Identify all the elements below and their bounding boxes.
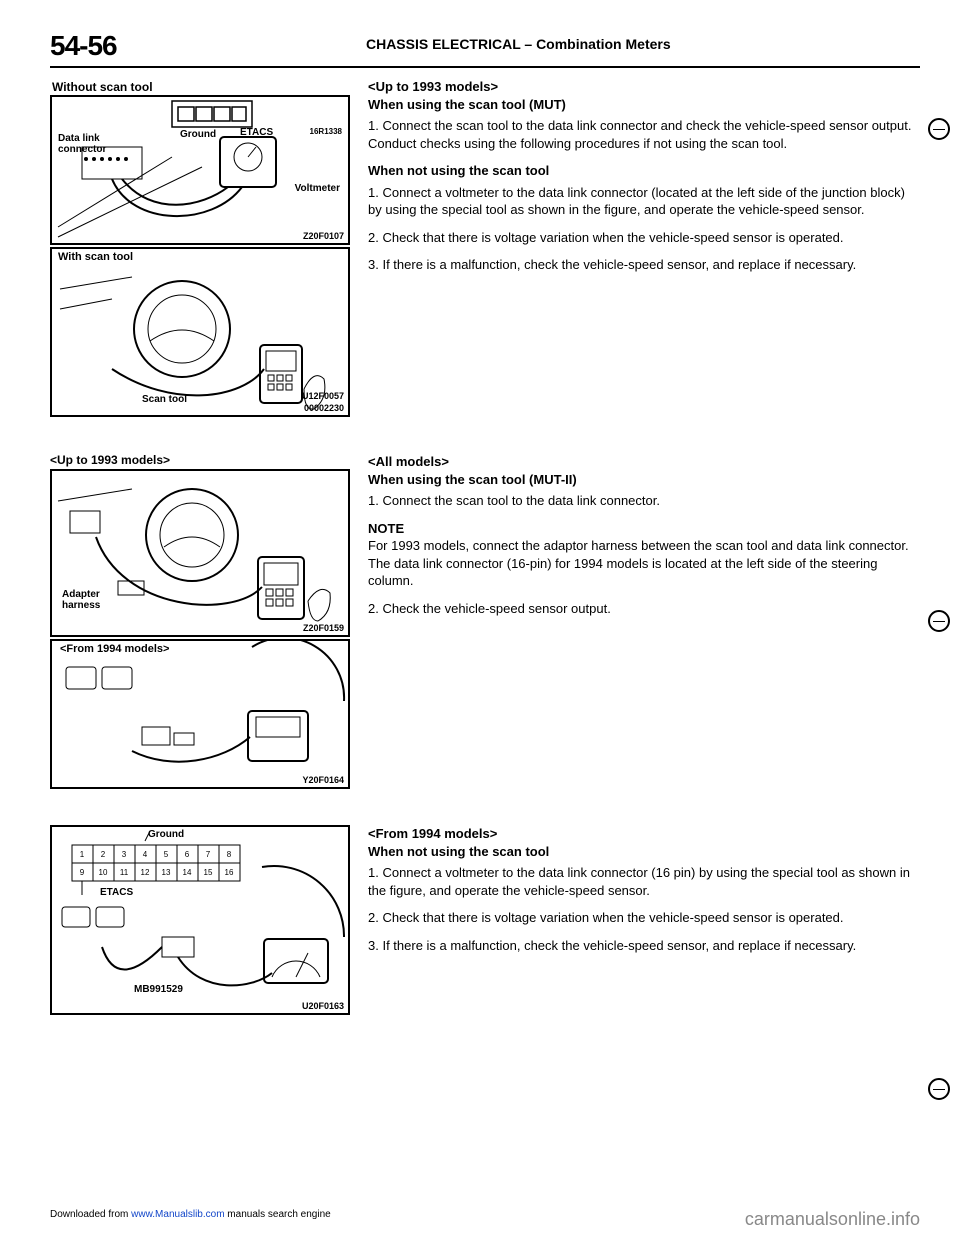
figure-column-2: <Up to 1993 models> Adapte <box>50 453 350 791</box>
fig5-etacs-label: ETACS <box>100 887 133 898</box>
b3-p2: 2. Check that there is voltage variation… <box>368 909 920 927</box>
fig2-scantool-label: Scan tool <box>142 394 187 405</box>
footer-left: Downloaded from www.Manualslib.com manua… <box>50 1209 331 1230</box>
chapter-title: CHASSIS ELECTRICAL – Combination Meters <box>117 30 920 52</box>
b2-note-body: For 1993 models, connect the adaptor har… <box>368 537 920 590</box>
b2-step2: 2. Check the vehicle-speed sensor output… <box>368 600 920 618</box>
figure-mut2-from1994: <From 1994 models> Y20F0164 <box>50 639 350 789</box>
figure-with-scan-tool: With scan tool <box>50 247 350 417</box>
svg-text:3: 3 <box>122 850 127 859</box>
fig5-art: 1 2 3 4 5 6 7 8 9 10 11 12 13 <box>52 827 348 1013</box>
b3-p1: 1. Connect a voltmeter to the data link … <box>368 864 920 899</box>
text-block-3: <From 1994 models> When not using the sc… <box>368 825 920 1017</box>
fig2-title: With scan tool <box>56 251 135 263</box>
fig3-group-title: <Up to 1993 models> <box>50 453 350 467</box>
figure-voltmeter-from1994: Ground 1 2 3 4 5 6 7 8 <box>50 825 350 1015</box>
footer-left-suffix: manuals search engine <box>225 1209 331 1220</box>
b1-sub2: When not using the scan tool <box>368 162 920 180</box>
svg-text:14: 14 <box>183 868 192 877</box>
fig1-title: Without scan tool <box>52 80 350 94</box>
b1-title: <Up to 1993 models> <box>368 78 920 96</box>
fig2-code-bottom: 00002230 <box>304 403 344 413</box>
figure-column-3: Ground 1 2 3 4 5 6 7 8 <box>50 825 350 1017</box>
svg-text:15: 15 <box>204 868 213 877</box>
b1-p4: 3. If there is a malfunction, check the … <box>368 256 920 274</box>
fig3-adapter-label: Adapter harness <box>62 589 100 611</box>
figure-without-scan-tool: Data link connector Ground ETACS 16R1338… <box>50 95 350 245</box>
b1-p2: 1. Connect a voltmeter to the data link … <box>368 184 920 219</box>
footer-left-prefix: Downloaded from <box>50 1209 131 1220</box>
section-3: Ground 1 2 3 4 5 6 7 8 <box>50 825 920 1017</box>
fig1-etacs-label: ETACS <box>240 127 273 138</box>
b2-title: <All models> <box>368 453 920 471</box>
svg-text:10: 10 <box>99 868 108 877</box>
svg-text:8: 8 <box>227 850 232 859</box>
fig1-art <box>52 97 348 243</box>
fig1-ground-label: Ground <box>180 129 216 140</box>
text-block-1: <Up to 1993 models> When using the scan … <box>368 78 920 419</box>
b2-note-label: NOTE <box>368 521 404 536</box>
fig1-code: Z20F0107 <box>303 231 344 241</box>
fig4-art <box>52 641 348 787</box>
footer-right: carmanualsonline.info <box>745 1209 920 1230</box>
margin-marker <box>928 118 950 140</box>
svg-text:11: 11 <box>120 868 129 877</box>
b3-sub: When not using the scan tool <box>368 843 920 861</box>
section-2: <Up to 1993 models> Adapte <box>50 453 920 791</box>
fig4-code: Y20F0164 <box>302 775 344 785</box>
fig3-code: Z20F0159 <box>303 623 344 633</box>
page-header: 54-56 CHASSIS ELECTRICAL – Combination M… <box>50 30 920 68</box>
fig2-code-top: U12F0057 <box>302 391 344 401</box>
page-footer: Downloaded from www.Manualslib.com manua… <box>50 1209 920 1230</box>
b1-sub1: When using the scan tool (MUT) <box>368 96 920 114</box>
svg-text:13: 13 <box>162 868 171 877</box>
fig1-voltmeter-label: Voltmeter <box>295 183 340 194</box>
svg-text:6: 6 <box>185 850 190 859</box>
figure-mut2-upto1993: Adapter harness Z20F0159 <box>50 469 350 637</box>
figure-column-1: Without scan tool <box>50 78 350 419</box>
svg-text:4: 4 <box>143 850 148 859</box>
b3-p3: 3. If there is a malfunction, check the … <box>368 937 920 955</box>
svg-text:7: 7 <box>206 850 211 859</box>
svg-text:9: 9 <box>80 868 85 877</box>
margin-marker <box>928 1078 950 1100</box>
fig1-smallcode: 16R1338 <box>310 127 342 136</box>
svg-text:12: 12 <box>141 868 150 877</box>
svg-text:1: 1 <box>80 850 85 859</box>
fig1-dlc-label: Data link connector <box>58 133 106 155</box>
page-number: 54-56 <box>50 30 117 62</box>
footer-link[interactable]: www.Manualslib.com <box>131 1209 224 1220</box>
margin-marker <box>928 610 950 632</box>
fig4-title: <From 1994 models> <box>58 643 171 655</box>
b1-p1: 1. Connect the scan tool to the data lin… <box>368 117 920 152</box>
b1-p3: 2. Check that there is voltage variation… <box>368 229 920 247</box>
svg-text:5: 5 <box>164 850 169 859</box>
fig5-code: U20F0163 <box>302 1001 344 1011</box>
svg-text:2: 2 <box>101 850 106 859</box>
section-1: Without scan tool <box>50 78 920 419</box>
b3-title: <From 1994 models> <box>368 825 920 843</box>
text-block-2: <All models> When using the scan tool (M… <box>368 453 920 791</box>
svg-text:16: 16 <box>225 868 234 877</box>
fig5-ground-label: Ground <box>148 829 184 840</box>
b2-sub: When using the scan tool (MUT-II) <box>368 471 920 489</box>
fig5-tool-label: MB991529 <box>134 984 183 995</box>
b2-step1: 1. Connect the scan tool to the data lin… <box>368 492 920 510</box>
